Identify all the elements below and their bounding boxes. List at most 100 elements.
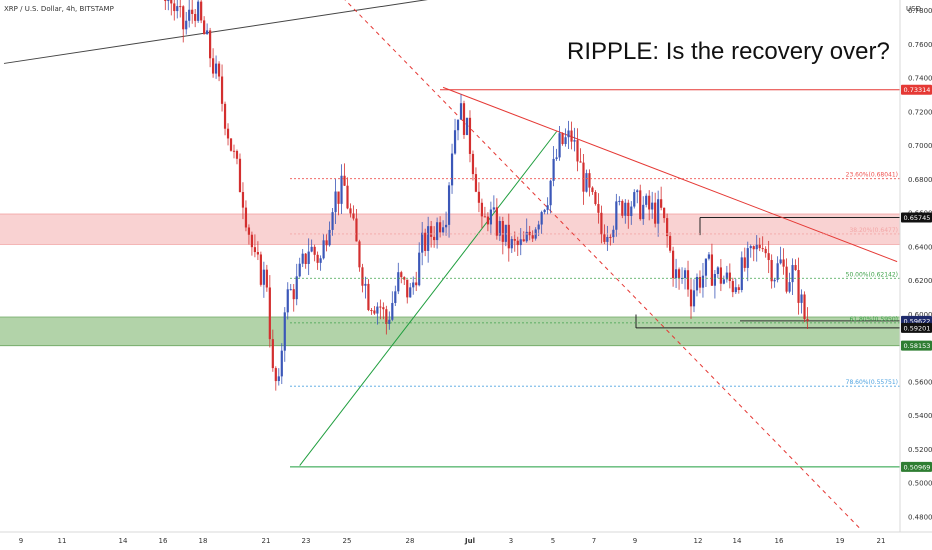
candle-body [761, 248, 764, 250]
candle-body [391, 302, 394, 320]
candle-body [406, 279, 409, 298]
price-badge-label: 0.59622 [904, 317, 931, 325]
price-badge-label: 0.50969 [904, 463, 931, 471]
fib-label: 61.80%(0.5950) [849, 316, 898, 323]
candle-body [459, 103, 463, 120]
candle-body [555, 157, 558, 159]
candle-body [785, 266, 788, 292]
candle-body [328, 229, 331, 246]
candle-body [373, 310, 376, 314]
candle-body [337, 191, 340, 204]
trendline-red-dashed-falling [344, 0, 862, 531]
candle-body [603, 234, 606, 242]
time-axis-bg [0, 532, 932, 550]
candle-body [728, 272, 731, 282]
chart-headline: RIPPLE: Is the recovery over? [567, 38, 890, 65]
candle-body [471, 153, 475, 175]
candle-body [385, 309, 388, 324]
candle-body [576, 140, 579, 162]
fib-label: 50.00%(0.62142) [846, 271, 898, 278]
fib-label: 23.60%(0.68041) [846, 172, 898, 179]
candle-body [474, 174, 478, 192]
candle-body [710, 254, 714, 286]
time-axis[interactable]: 9 11 14 16 18 21 23 25 28 Jul 3 5 7 9 12 14 16 19 21 [19, 537, 886, 545]
time-tick-label: 11 [58, 537, 67, 545]
candle-body [674, 269, 678, 279]
candle-body [289, 289, 292, 291]
candle-body [439, 222, 442, 233]
time-tick-label: 9 [633, 537, 637, 545]
candle-body [561, 133, 564, 145]
price-badge [901, 461, 932, 472]
candle-body [483, 216, 487, 218]
candle-body [609, 236, 612, 238]
candle-body [462, 103, 466, 135]
candle-body [367, 283, 370, 311]
candle-body [450, 153, 454, 186]
candle-body [427, 226, 430, 251]
candle-body [394, 291, 397, 303]
candle-body [244, 207, 248, 228]
candle-body [755, 244, 758, 250]
trendline-black-rising [3, 0, 428, 64]
candle-body [456, 119, 460, 131]
candle-body [731, 281, 734, 293]
currency-label: USD [906, 5, 921, 13]
candle-body [570, 130, 573, 142]
price-badge-label: 0.59201 [904, 324, 931, 332]
candle-body [779, 259, 782, 264]
candle-body [343, 175, 346, 186]
symbol-label[interactable]: XRP / U.S. Dollar, 4h, BITSTAMP [4, 5, 114, 13]
candle-body [689, 289, 693, 307]
candle-body [558, 133, 561, 158]
candle-body [418, 252, 421, 286]
candle-body [430, 226, 433, 237]
candle-body [495, 207, 498, 236]
candle-body [764, 248, 767, 254]
candle-body [686, 270, 690, 290]
candle-body [313, 246, 316, 255]
candle-body [507, 224, 510, 249]
time-tick-label: 14 [119, 537, 128, 545]
candle-body [615, 201, 618, 230]
candle-body [573, 140, 576, 142]
candle-body [654, 202, 657, 224]
candle-body [510, 239, 513, 249]
candle-body [277, 376, 280, 382]
candle-body [791, 265, 794, 283]
candle-body [200, 1, 203, 21]
candle-body [606, 236, 609, 242]
candle-body [716, 267, 719, 274]
candle-body [782, 259, 785, 267]
candle-body [707, 254, 711, 259]
candle-body [525, 231, 528, 242]
time-tick-label: 19 [836, 537, 845, 545]
candle-body [800, 294, 803, 303]
candle-body [164, 0, 167, 2]
candle-body [468, 117, 472, 154]
candle-body [397, 272, 400, 292]
candle-body [262, 269, 265, 285]
candle-body [579, 161, 582, 163]
price-badge [901, 340, 932, 351]
candle-body [179, 6, 182, 8]
time-tick-label: 23 [302, 537, 311, 545]
candle-body [322, 240, 325, 259]
candle-body [546, 205, 549, 210]
candle-body [214, 63, 218, 74]
candle-body [588, 173, 591, 188]
price-badge [901, 212, 932, 223]
candle-body [436, 222, 439, 241]
candle-body [421, 232, 424, 253]
candle-body [453, 130, 457, 154]
candle-body [355, 218, 358, 242]
candle-body [170, 0, 173, 4]
candle-body [194, 13, 197, 21]
candle-body [594, 191, 597, 205]
candle-body [657, 199, 660, 224]
